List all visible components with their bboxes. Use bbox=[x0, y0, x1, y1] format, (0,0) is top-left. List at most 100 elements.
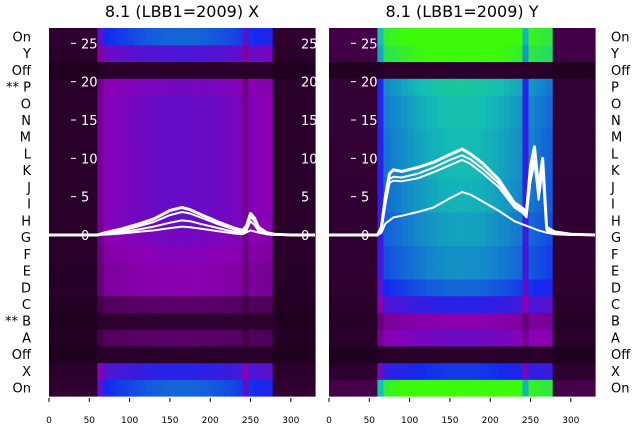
heatmap-cell bbox=[284, 278, 292, 297]
heatmap-cell bbox=[522, 128, 530, 146]
heatmap-cell bbox=[576, 379, 584, 397]
heatmap-cell bbox=[522, 161, 530, 180]
heatmap-cell bbox=[224, 78, 231, 96]
heatmap-cell bbox=[133, 312, 141, 330]
heatmap-cell bbox=[115, 379, 123, 397]
heatmap-cell bbox=[437, 245, 445, 263]
heatmap-cell bbox=[224, 111, 231, 129]
heatmap-cell bbox=[91, 178, 98, 196]
heatmap-cell bbox=[67, 78, 74, 96]
heatmap-cell bbox=[175, 111, 183, 129]
heatmap-cell bbox=[260, 345, 268, 364]
heatmap-cell bbox=[558, 161, 566, 180]
heatmap-cell bbox=[91, 345, 98, 364]
heatmap-cell bbox=[278, 145, 286, 163]
heatmap-cell bbox=[308, 195, 316, 213]
heatmap-cell bbox=[552, 128, 560, 146]
heatmap-cell bbox=[486, 28, 493, 46]
heatmap-cell bbox=[588, 128, 596, 146]
heatmap-cell bbox=[492, 44, 499, 63]
row-label: On bbox=[611, 30, 629, 45]
heatmap-cell bbox=[224, 278, 231, 297]
heatmap-cell bbox=[335, 345, 342, 364]
heatmap-cell bbox=[462, 278, 469, 297]
heatmap-cell bbox=[407, 44, 415, 63]
heatmap-cell bbox=[395, 362, 403, 380]
heatmap-cell bbox=[73, 111, 80, 129]
heatmap-cell bbox=[443, 278, 451, 297]
heatmap-cell bbox=[224, 362, 231, 380]
heatmap-cell bbox=[236, 245, 244, 263]
heatmap-cell bbox=[335, 128, 342, 146]
heatmap-cell bbox=[163, 262, 171, 280]
heatmap-cell bbox=[474, 178, 481, 196]
heatmap-cell bbox=[425, 161, 433, 180]
heatmap-cell bbox=[431, 78, 439, 96]
heatmap-cell bbox=[254, 379, 262, 397]
heatmap-cell bbox=[182, 78, 189, 96]
heatmap-cell bbox=[175, 145, 183, 163]
heatmap-cell bbox=[266, 61, 274, 79]
row-label: F bbox=[24, 248, 31, 263]
heatmap-cell bbox=[139, 295, 147, 313]
heatmap-cell bbox=[401, 345, 409, 364]
heatmap-cell bbox=[175, 94, 183, 113]
heatmap-cell bbox=[395, 128, 403, 146]
heatmap-cell bbox=[347, 379, 354, 397]
heatmap-cell bbox=[139, 212, 147, 230]
heatmap-cell bbox=[570, 329, 578, 347]
heatmap-cell bbox=[353, 145, 360, 163]
heatmap-cell bbox=[296, 111, 304, 129]
heatmap-cell bbox=[401, 278, 409, 297]
heatmap-cell bbox=[510, 111, 518, 129]
heatmap-cell bbox=[576, 161, 584, 180]
heatmap-cell bbox=[163, 195, 171, 213]
heatmap-cell bbox=[389, 212, 397, 230]
heatmap-cell bbox=[552, 329, 560, 347]
heatmap-cell bbox=[85, 111, 92, 129]
heatmap-cell bbox=[371, 145, 378, 163]
heatmap-cell bbox=[540, 379, 548, 397]
heatmap-cell bbox=[588, 195, 596, 213]
heatmap-cell bbox=[401, 44, 409, 63]
heatmap-cell bbox=[486, 362, 493, 380]
heatmap-cell bbox=[127, 262, 135, 280]
heatmap-cell bbox=[443, 245, 451, 263]
heatmap-cell bbox=[552, 379, 560, 397]
heatmap-cell bbox=[61, 228, 68, 247]
heatmap-cell bbox=[79, 145, 86, 163]
heatmap-cell bbox=[49, 212, 56, 230]
heatmap-cell bbox=[377, 329, 385, 347]
heatmap-cell bbox=[97, 61, 105, 79]
heatmap-cell bbox=[588, 212, 596, 230]
heatmap-cell bbox=[157, 78, 165, 96]
heatmap-cell bbox=[546, 61, 554, 79]
heatmap-cell bbox=[510, 61, 518, 79]
heatmap-cell bbox=[407, 329, 415, 347]
heatmap-cell bbox=[341, 345, 348, 364]
heatmap-cell bbox=[377, 212, 385, 230]
heatmap-cell bbox=[365, 195, 372, 213]
heatmap-cell bbox=[449, 61, 457, 79]
row-label: I bbox=[611, 198, 615, 213]
row-label: On bbox=[611, 382, 629, 397]
heatmap-cell bbox=[353, 111, 360, 129]
heatmap-cell bbox=[335, 262, 342, 280]
heatmap-cell bbox=[383, 128, 391, 146]
heatmap-cell bbox=[534, 379, 542, 397]
panel-title-y: 8.1 (LBB1=2009) Y bbox=[385, 2, 538, 21]
heatmap-cell bbox=[188, 28, 195, 46]
heatmap-cell bbox=[302, 262, 310, 280]
heatmap-cell bbox=[347, 28, 354, 46]
heatmap-cell bbox=[212, 295, 219, 313]
heatmap-cell bbox=[200, 44, 207, 63]
heatmap-cell bbox=[97, 78, 105, 96]
heatmap-cell bbox=[194, 195, 201, 213]
heatmap-cell bbox=[272, 128, 280, 146]
heatmap-cell bbox=[413, 362, 421, 380]
heatmap-cell bbox=[377, 145, 385, 163]
heatmap-cell bbox=[383, 362, 391, 380]
heatmap-cell bbox=[115, 61, 123, 79]
heatmap-cell bbox=[145, 145, 153, 163]
